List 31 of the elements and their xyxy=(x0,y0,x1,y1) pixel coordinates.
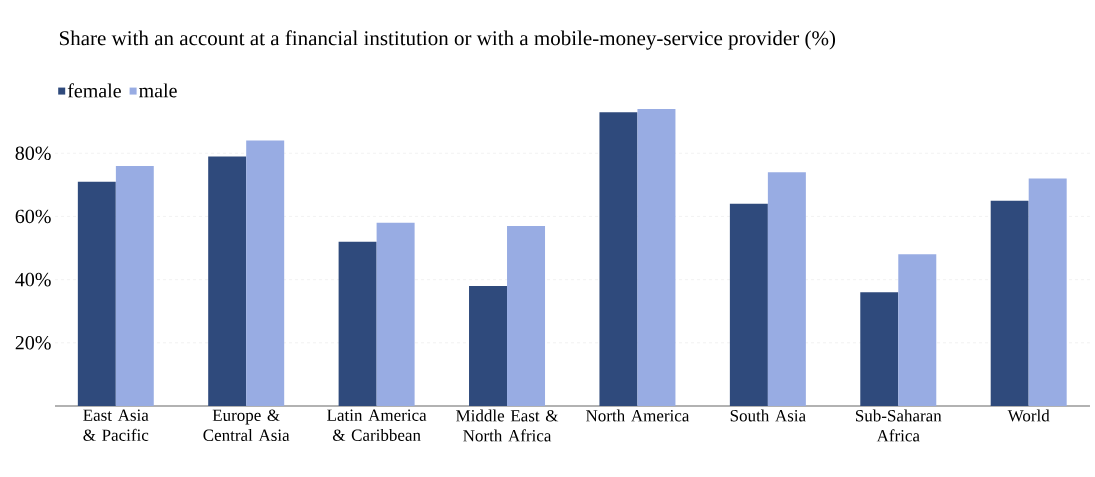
bar xyxy=(637,109,676,406)
x-tick-label: North America xyxy=(586,409,690,422)
x-tick-label: Middle East & North Africa xyxy=(456,409,559,442)
x-tick-label: East Asia & Pacific xyxy=(83,409,149,441)
bar xyxy=(990,200,1029,406)
x-tick-label: Europe & Central Asia xyxy=(203,409,290,442)
x-tick-label: World xyxy=(1007,409,1050,422)
legend-label: female xyxy=(67,83,121,98)
bar xyxy=(1028,178,1067,406)
x-tick-label: Sub-Saharan Africa xyxy=(855,409,942,442)
bar xyxy=(338,241,377,406)
chart-title: Share with an account at a financial institution or with a mobile-money-service provider (%) xyxy=(59,30,836,50)
y-tick-label: 60% xyxy=(15,209,51,224)
y-tick-label: 40% xyxy=(15,272,51,287)
bar xyxy=(729,203,768,406)
bar xyxy=(77,181,116,406)
y-tick-label: 20% xyxy=(15,336,51,350)
bar xyxy=(115,165,154,406)
bar xyxy=(767,172,806,406)
bar xyxy=(376,222,415,406)
bar xyxy=(507,225,546,406)
bar xyxy=(246,140,285,406)
y-tick-label: 80% xyxy=(15,146,51,161)
bar xyxy=(469,285,508,406)
bar xyxy=(599,112,638,406)
legend-label: male xyxy=(139,83,177,98)
bar xyxy=(898,254,937,406)
x-tick-label: South Asia xyxy=(730,409,806,422)
bar xyxy=(208,156,247,406)
bar xyxy=(860,292,899,406)
x-tick-label: Latin America & Caribbean xyxy=(327,409,427,441)
